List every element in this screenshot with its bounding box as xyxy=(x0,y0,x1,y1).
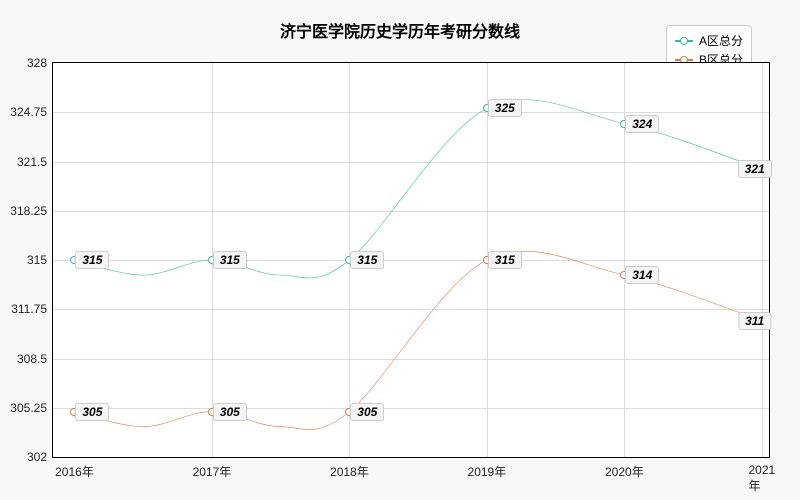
x-axis-label: 2018年 xyxy=(330,457,369,480)
y-axis-label: 311.75 xyxy=(11,302,53,316)
legend-swatch-a xyxy=(675,40,693,42)
chart-lines-svg xyxy=(53,63,769,457)
y-axis-label: 328 xyxy=(27,56,53,70)
data-label: 305 xyxy=(350,403,384,421)
y-axis-label: 305.25 xyxy=(10,401,53,415)
data-label: 325 xyxy=(488,99,522,117)
data-label: 315 xyxy=(213,251,247,269)
data-label: 305 xyxy=(213,403,247,421)
y-axis-label: 308.5 xyxy=(17,352,53,366)
data-label: 315 xyxy=(488,251,522,269)
y-axis-label: 315 xyxy=(27,253,53,267)
data-label: 321 xyxy=(738,160,772,178)
data-label: 314 xyxy=(625,266,659,284)
x-axis-label: 2021年 xyxy=(748,457,775,494)
y-axis-label: 302 xyxy=(27,450,53,464)
data-label: 311 xyxy=(738,312,771,330)
legend-swatch-b xyxy=(675,59,693,61)
chart-title: 济宁医学院历史学历年考研分数线 xyxy=(280,18,520,42)
y-axis-label: 324.75 xyxy=(10,105,53,119)
data-label: 324 xyxy=(625,115,659,133)
x-axis-label: 2017年 xyxy=(193,457,232,480)
y-axis-label: 321.5 xyxy=(17,155,53,169)
chart-container: 济宁医学院历史学历年考研分数线 A区总分 B区总分 302305.25308.5… xyxy=(0,0,800,500)
x-axis-label: 2016年 xyxy=(55,457,94,480)
y-axis-label: 318.25 xyxy=(10,204,53,218)
x-axis-label: 2020年 xyxy=(605,457,644,480)
data-label: 315 xyxy=(75,251,109,269)
legend-item-a: A区总分 xyxy=(675,32,743,49)
data-label: 305 xyxy=(75,403,109,421)
plot-area: 302305.25308.5311.75315318.25321.5324.75… xyxy=(52,62,770,458)
legend-label-a: A区总分 xyxy=(699,32,743,49)
x-axis-label: 2019年 xyxy=(468,457,507,480)
data-label: 315 xyxy=(350,251,384,269)
